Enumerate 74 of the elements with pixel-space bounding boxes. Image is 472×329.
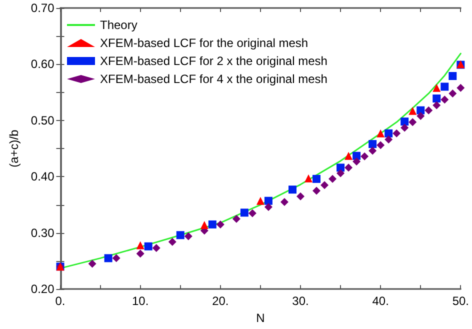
y-tick-label: 0.40 [30,170,55,184]
point [112,254,120,262]
x-axis-title: N [256,311,265,325]
point [408,106,417,115]
legend-label: XFEM-based LCF for 4 x the original mesh [100,72,328,86]
y-tick-label: 0.50 [30,113,55,128]
point [344,164,353,172]
point [88,260,96,268]
point [448,72,457,80]
point [352,152,361,160]
point [264,203,272,212]
y-tick-label: 0.70 [30,1,55,15]
point [416,112,425,120]
x-tick-label: 30. [292,294,309,308]
point [392,129,401,138]
point [432,101,441,110]
point [216,220,224,228]
point [384,136,393,144]
point [136,250,144,258]
point [416,106,425,114]
point [184,232,192,240]
point [312,186,321,195]
x-tick-label: 20. [212,294,229,308]
legend-label: Theory [100,18,138,32]
point [136,241,144,250]
point [168,238,176,246]
point [424,106,433,114]
point [296,192,304,200]
x-tick-label: 50. [452,294,470,308]
point [336,169,345,178]
legend-label: XFEM-based LCF for the original mesh [100,36,308,50]
point [336,164,345,172]
x-tick-label: 0. [55,294,66,308]
y-tick-label: 0.60 [30,57,55,72]
legend-label: XFEM-based LCF for 2 x the original mesh [100,54,328,68]
point [264,196,272,205]
point [368,146,377,155]
point [240,208,248,217]
point [432,84,441,92]
point [440,82,449,91]
y-tick-label: 0.30 [30,226,55,240]
point [432,94,441,103]
point [376,141,385,150]
point [312,174,321,183]
x-tick-label: 40. [372,294,389,308]
point [408,118,417,126]
point [400,118,409,126]
point [448,89,457,98]
point [368,140,377,148]
point [400,124,409,132]
point [104,254,112,262]
point [232,214,240,223]
point [200,221,208,230]
point [352,157,361,166]
point [208,220,216,228]
point [384,129,393,138]
y-tick-label: 0.20 [30,282,55,296]
point [320,181,329,190]
point [176,231,184,240]
point [256,196,264,205]
point [248,209,256,218]
point [376,129,385,138]
point [344,152,353,160]
point [328,174,337,183]
point [144,242,152,250]
point [360,152,369,160]
point [456,84,465,92]
point [280,198,288,206]
point [288,186,296,194]
point [440,96,449,104]
point [152,244,160,252]
y-axis-title: (a+c)/b [7,129,21,168]
point [304,174,313,182]
x-tick-label: 10. [132,294,149,308]
